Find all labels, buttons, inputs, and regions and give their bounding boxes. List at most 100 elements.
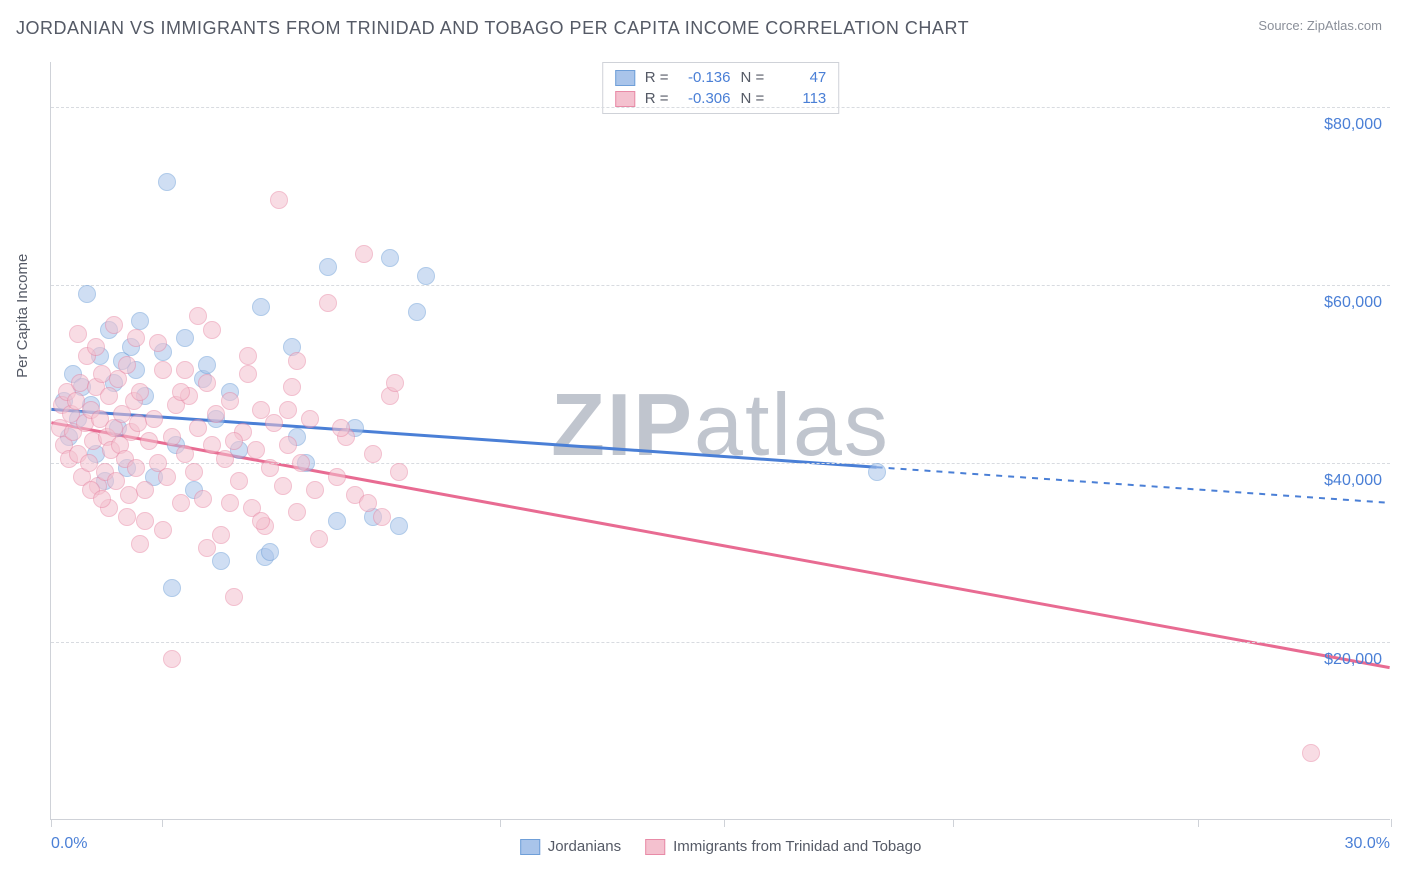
legend-swatch-1 (520, 839, 540, 855)
scatter-point (283, 378, 301, 396)
stat-r-value-1: -0.136 (675, 69, 731, 86)
scatter-point (212, 526, 230, 544)
scatter-point (252, 298, 270, 316)
legend-label-1: Jordanians (548, 838, 621, 855)
scatter-point (265, 414, 283, 432)
scatter-point (158, 173, 176, 191)
scatter-point (176, 329, 194, 347)
trend-lines-layer (51, 62, 1390, 819)
y-tick-label: $40,000 (1324, 472, 1382, 490)
scatter-point (319, 294, 337, 312)
x-tick (724, 819, 725, 827)
scatter-point (194, 490, 212, 508)
scatter-point (203, 321, 221, 339)
scatter-point (225, 588, 243, 606)
scatter-point (1302, 744, 1320, 762)
source-attribution: Source: ZipAtlas.com (1258, 18, 1382, 33)
scatter-point (332, 419, 350, 437)
scatter-point (172, 494, 190, 512)
y-tick-label: $20,000 (1324, 651, 1382, 669)
scatter-point (359, 494, 377, 512)
source-value: ZipAtlas.com (1307, 18, 1382, 33)
scatter-point (279, 401, 297, 419)
scatter-point (154, 361, 172, 379)
scatter-point (163, 428, 181, 446)
scatter-point (306, 481, 324, 499)
scatter-point (252, 512, 270, 530)
x-tick (162, 819, 163, 827)
scatter-point (301, 410, 319, 428)
gridline (51, 107, 1390, 108)
scatter-point (230, 472, 248, 490)
scatter-point (176, 361, 194, 379)
scatter-point (78, 285, 96, 303)
x-tick (1198, 819, 1199, 827)
y-tick-label: $60,000 (1324, 294, 1382, 312)
scatter-point (319, 258, 337, 276)
watermark-bold: ZIP (551, 375, 694, 474)
x-tick (953, 819, 954, 827)
trendline-dashed (877, 467, 1390, 503)
x-tick (500, 819, 501, 827)
scatter-point (158, 468, 176, 486)
scatter-point (390, 517, 408, 535)
scatter-point (386, 374, 404, 392)
stat-r-label-2: R = (645, 90, 669, 107)
stat-n-value-1: 47 (770, 69, 826, 86)
scatter-point (87, 338, 105, 356)
scatter-point (145, 410, 163, 428)
y-axis-title: Per Capita Income (14, 254, 31, 378)
stat-n-value-2: 113 (770, 90, 826, 107)
scatter-point (154, 521, 172, 539)
scatter-point (189, 419, 207, 437)
scatter-point (328, 468, 346, 486)
scatter-point (221, 392, 239, 410)
scatter-point (279, 436, 297, 454)
scatter-point (127, 459, 145, 477)
chart-title: JORDANIAN VS IMMIGRANTS FROM TRINIDAD AN… (16, 18, 969, 39)
stats-legend-row-1: R = -0.136 N = 47 (615, 67, 827, 88)
scatter-point (225, 432, 243, 450)
scatter-point (292, 454, 310, 472)
scatter-point (373, 508, 391, 526)
watermark: ZIPatlas (551, 374, 890, 476)
scatter-point (239, 365, 257, 383)
scatter-point (127, 329, 145, 347)
legend-label-2: Immigrants from Trinidad and Tobago (673, 838, 921, 855)
scatter-point (93, 490, 111, 508)
scatter-point (417, 267, 435, 285)
scatter-point (221, 494, 239, 512)
y-tick-label: $80,000 (1324, 116, 1382, 134)
scatter-point (118, 356, 136, 374)
scatter-point (261, 459, 279, 477)
scatter-point (118, 508, 136, 526)
scatter-point (868, 463, 886, 481)
scatter-point (239, 347, 257, 365)
swatch-series-1 (615, 70, 635, 86)
watermark-light: atlas (694, 375, 890, 474)
gridline (51, 463, 1390, 464)
legend-swatch-2 (645, 839, 665, 855)
scatter-point (328, 512, 346, 530)
scatter-point (198, 374, 216, 392)
scatter-point (288, 352, 306, 370)
scatter-point (136, 512, 154, 530)
scatter-point (274, 477, 292, 495)
scatter-point (69, 325, 87, 343)
x-tick (1391, 819, 1392, 827)
scatter-point (408, 303, 426, 321)
legend-item-2: Immigrants from Trinidad and Tobago (645, 838, 921, 855)
stat-r-value-2: -0.306 (675, 90, 731, 107)
scatter-point (172, 383, 190, 401)
gridline (51, 642, 1390, 643)
legend-item-1: Jordanians (520, 838, 621, 855)
scatter-point (364, 445, 382, 463)
scatter-point (247, 441, 265, 459)
scatter-point (261, 543, 279, 561)
scatter-point (100, 387, 118, 405)
scatter-point (176, 445, 194, 463)
scatter-point (212, 552, 230, 570)
stat-r-label-1: R = (645, 69, 669, 86)
trendline-solid (51, 423, 1389, 668)
scatter-point (310, 530, 328, 548)
